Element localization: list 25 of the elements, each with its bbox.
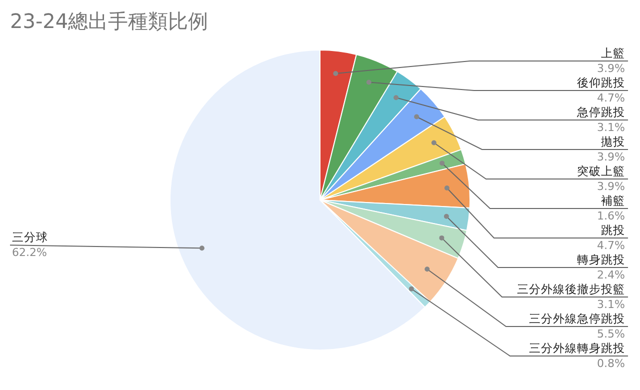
data-label: 3.1% — [597, 121, 625, 134]
data-label: 0.8% — [597, 357, 625, 370]
data-label: 3.9% — [597, 62, 625, 75]
slice-label: 轉身跳投 — [577, 252, 625, 266]
slice-label: 三分外線急停跳投 — [529, 312, 625, 326]
slice-label: 急停跳投 — [576, 105, 625, 119]
data-label: 4.7% — [597, 92, 625, 104]
data-label: 2.4% — [597, 268, 625, 282]
slice-label: 後仰跳投 — [577, 76, 625, 90]
chart-title: 23-24總出手種類比例 — [10, 8, 208, 35]
slice-label: 三分外線後撤步投籃 — [517, 282, 625, 296]
slice-label: 三分外線轉身跳投 — [529, 341, 625, 355]
slice-label: 補籃 — [601, 194, 625, 208]
data-label: 4.7% — [597, 239, 625, 252]
data-label: 5.5% — [597, 328, 625, 340]
slice-label: 突破上籃 — [577, 164, 625, 178]
slice-label: 上籃 — [601, 46, 625, 60]
slice-label: 跳投 — [601, 223, 625, 237]
slice-label: 三分球 — [12, 230, 48, 244]
data-label: 1.6% — [597, 210, 625, 222]
data-label: 3.9% — [597, 180, 625, 193]
data-label: 62.2% — [12, 246, 47, 260]
slice-label: 拋投 — [601, 134, 625, 148]
data-label: 3.9% — [597, 150, 625, 164]
data-label: 3.1% — [597, 298, 625, 311]
